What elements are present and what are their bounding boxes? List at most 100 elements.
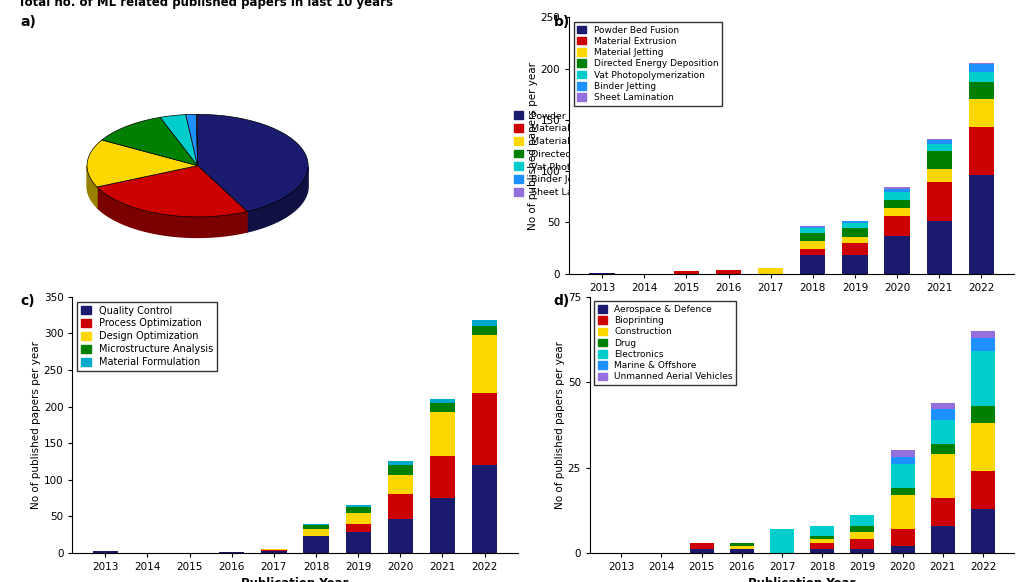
Bar xyxy=(261,548,287,550)
X-axis label: Publication Year: Publication Year xyxy=(738,298,846,311)
Bar xyxy=(969,175,994,274)
Bar xyxy=(890,464,915,488)
Bar xyxy=(971,471,995,509)
Bar xyxy=(969,62,994,63)
Bar xyxy=(926,221,952,274)
Bar xyxy=(885,236,910,274)
Polygon shape xyxy=(160,115,198,166)
Bar xyxy=(851,526,875,533)
Bar xyxy=(800,249,826,255)
Bar xyxy=(388,519,413,553)
Bar xyxy=(851,540,875,549)
Bar xyxy=(885,191,910,200)
Bar xyxy=(971,338,995,352)
Bar xyxy=(842,237,867,243)
Bar xyxy=(930,498,955,526)
X-axis label: Publication Year: Publication Year xyxy=(748,577,856,582)
Bar xyxy=(303,536,329,553)
Bar xyxy=(890,450,915,457)
Bar xyxy=(890,457,915,464)
Bar xyxy=(590,272,615,274)
Bar xyxy=(810,549,834,553)
Bar xyxy=(303,529,329,536)
Bar xyxy=(730,542,753,546)
Bar xyxy=(303,524,329,525)
Bar xyxy=(842,221,867,223)
Bar xyxy=(969,63,994,72)
Bar xyxy=(885,208,910,216)
Bar xyxy=(388,462,413,465)
Polygon shape xyxy=(97,187,247,237)
Bar xyxy=(842,223,867,229)
Bar xyxy=(851,533,875,540)
Bar xyxy=(689,549,714,553)
Bar xyxy=(810,526,834,536)
Legend: Quality Control, Process Optimization, Design Optimization, Microstructure Analy: Quality Control, Process Optimization, D… xyxy=(78,301,217,371)
Bar xyxy=(885,189,910,191)
Bar xyxy=(971,509,995,553)
Bar xyxy=(388,494,413,519)
Bar xyxy=(930,526,955,553)
Bar xyxy=(730,549,753,553)
Bar xyxy=(430,411,455,456)
Bar xyxy=(800,228,826,229)
Bar xyxy=(800,229,826,233)
Polygon shape xyxy=(101,118,198,166)
Bar xyxy=(674,271,699,274)
Bar xyxy=(971,331,995,338)
Bar xyxy=(346,533,371,553)
Bar xyxy=(346,524,371,533)
Bar xyxy=(969,100,994,127)
Text: d): d) xyxy=(554,294,570,308)
Bar xyxy=(971,352,995,406)
Y-axis label: No of published papers per year: No of published papers per year xyxy=(31,341,41,509)
Legend: Powder Bed Fusion (225), Material Extrusion (135), Material Jetting (80), Direct: Powder Bed Fusion (225), Material Extrus… xyxy=(512,109,685,199)
Bar xyxy=(716,271,741,274)
Bar xyxy=(430,399,455,403)
Bar xyxy=(472,320,497,326)
Bar xyxy=(261,550,287,551)
Bar xyxy=(388,465,413,475)
Polygon shape xyxy=(87,140,198,187)
X-axis label: Publication Year: Publication Year xyxy=(241,577,349,582)
Bar xyxy=(472,465,497,553)
Bar xyxy=(346,513,371,524)
Bar xyxy=(926,139,952,140)
Bar xyxy=(971,406,995,423)
Bar xyxy=(430,456,455,498)
Bar xyxy=(851,549,875,553)
Bar xyxy=(851,515,875,526)
Text: b): b) xyxy=(554,15,570,29)
Bar xyxy=(926,182,952,221)
Bar xyxy=(969,72,994,82)
Bar xyxy=(969,127,994,175)
Legend: Aerospace & Defence, Bioprinting, Construction, Drug, Electronics, Marine & Offs: Aerospace & Defence, Bioprinting, Constr… xyxy=(594,301,737,385)
Bar xyxy=(930,410,955,420)
Bar xyxy=(890,495,915,529)
Title: Total no. of ML related published papers in last 10 years: Total no. of ML related published papers… xyxy=(18,0,393,9)
Bar xyxy=(219,552,244,553)
Bar xyxy=(303,525,329,529)
Bar xyxy=(346,507,371,513)
Text: a): a) xyxy=(21,15,36,29)
Bar xyxy=(430,498,455,553)
Bar xyxy=(926,140,952,144)
Bar xyxy=(770,529,794,553)
Bar xyxy=(388,475,413,494)
Bar xyxy=(800,233,826,241)
Y-axis label: No of published papers per year: No of published papers per year xyxy=(528,62,538,229)
Bar xyxy=(890,488,915,495)
Y-axis label: No of published papers per year: No of published papers per year xyxy=(555,341,565,509)
Bar xyxy=(472,393,497,465)
Bar xyxy=(261,551,287,553)
Polygon shape xyxy=(97,166,247,217)
Bar xyxy=(842,255,867,274)
Bar xyxy=(472,335,497,393)
Bar xyxy=(689,542,714,549)
Polygon shape xyxy=(185,114,198,166)
Bar xyxy=(430,403,455,411)
Bar xyxy=(930,420,955,443)
Bar xyxy=(926,144,952,151)
Bar xyxy=(758,268,783,274)
Polygon shape xyxy=(87,166,97,207)
